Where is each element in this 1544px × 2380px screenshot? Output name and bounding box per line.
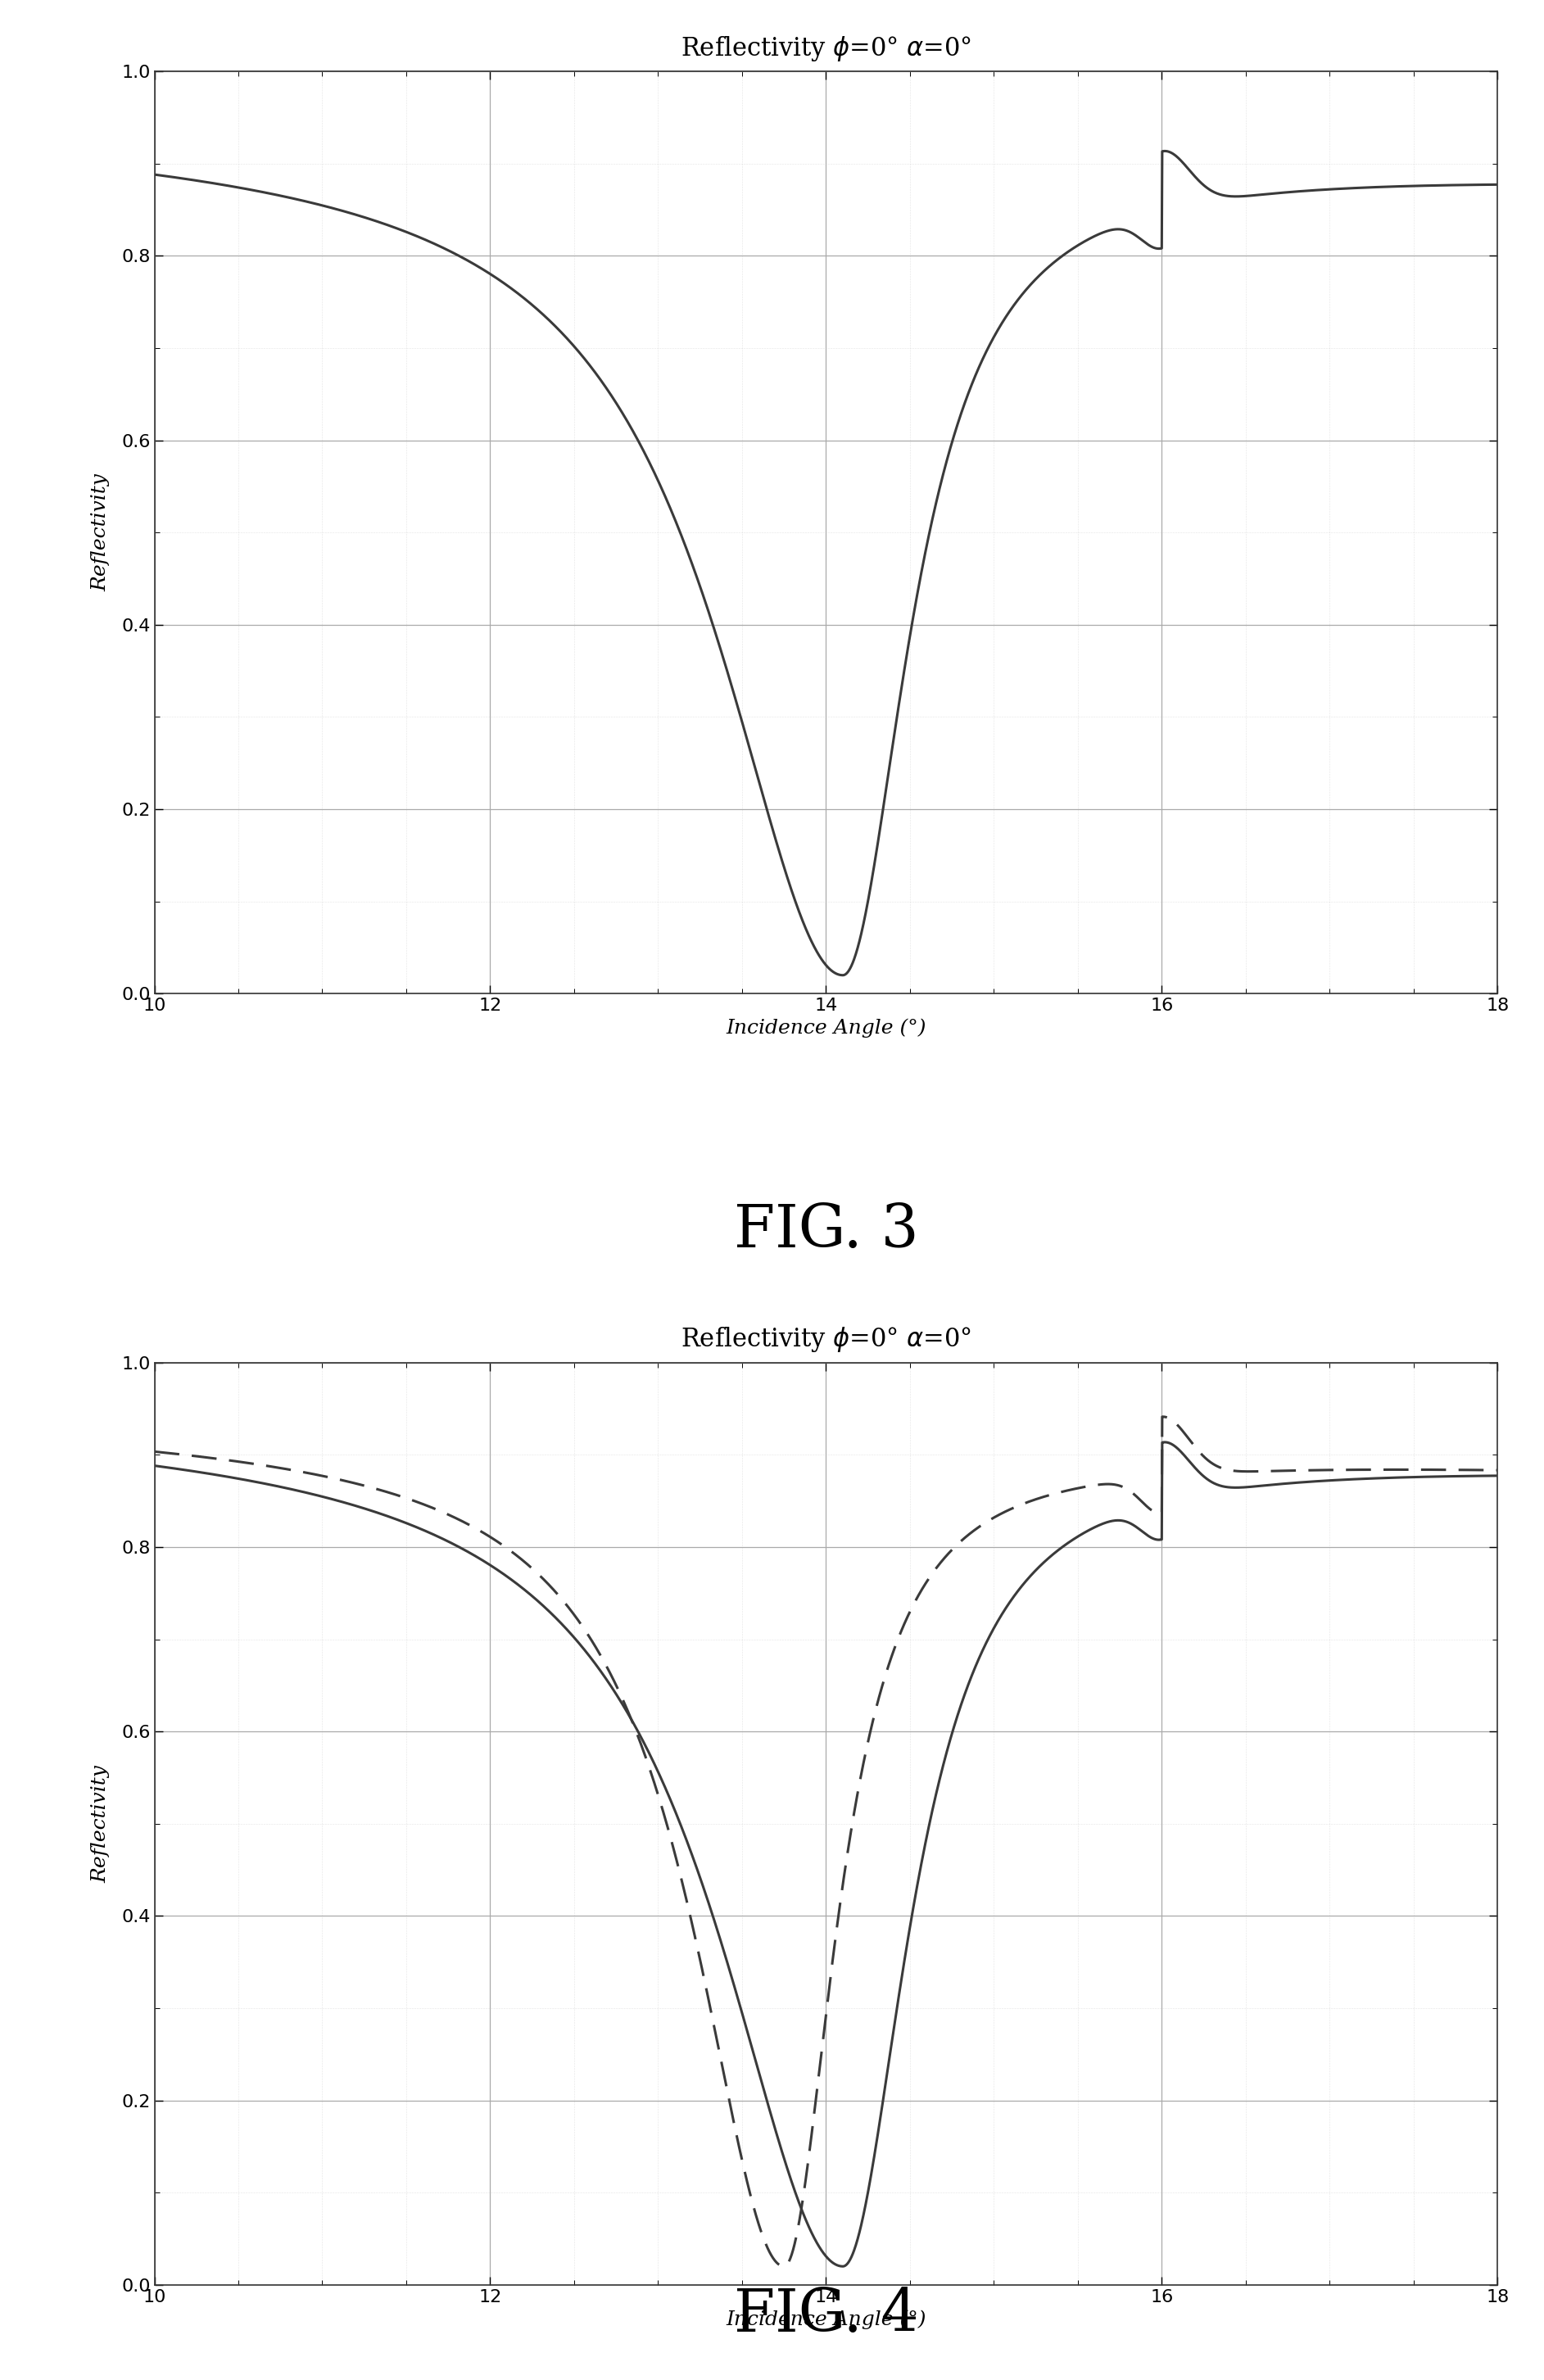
Text: FIG. 3: FIG. 3 xyxy=(733,1202,919,1259)
X-axis label: Incidence Angle (°): Incidence Angle (°) xyxy=(726,2309,926,2330)
X-axis label: Incidence Angle (°): Incidence Angle (°) xyxy=(726,1019,926,1038)
Text: FIG. 4: FIG. 4 xyxy=(733,2287,919,2344)
Title: Reflectivity $\phi$=0° $\alpha$=0°: Reflectivity $\phi$=0° $\alpha$=0° xyxy=(681,1326,971,1354)
Y-axis label: Reflectivity: Reflectivity xyxy=(91,474,110,593)
Title: Reflectivity $\phi$=0° $\alpha$=0°: Reflectivity $\phi$=0° $\alpha$=0° xyxy=(681,33,971,62)
Y-axis label: Reflectivity: Reflectivity xyxy=(91,1764,110,1883)
